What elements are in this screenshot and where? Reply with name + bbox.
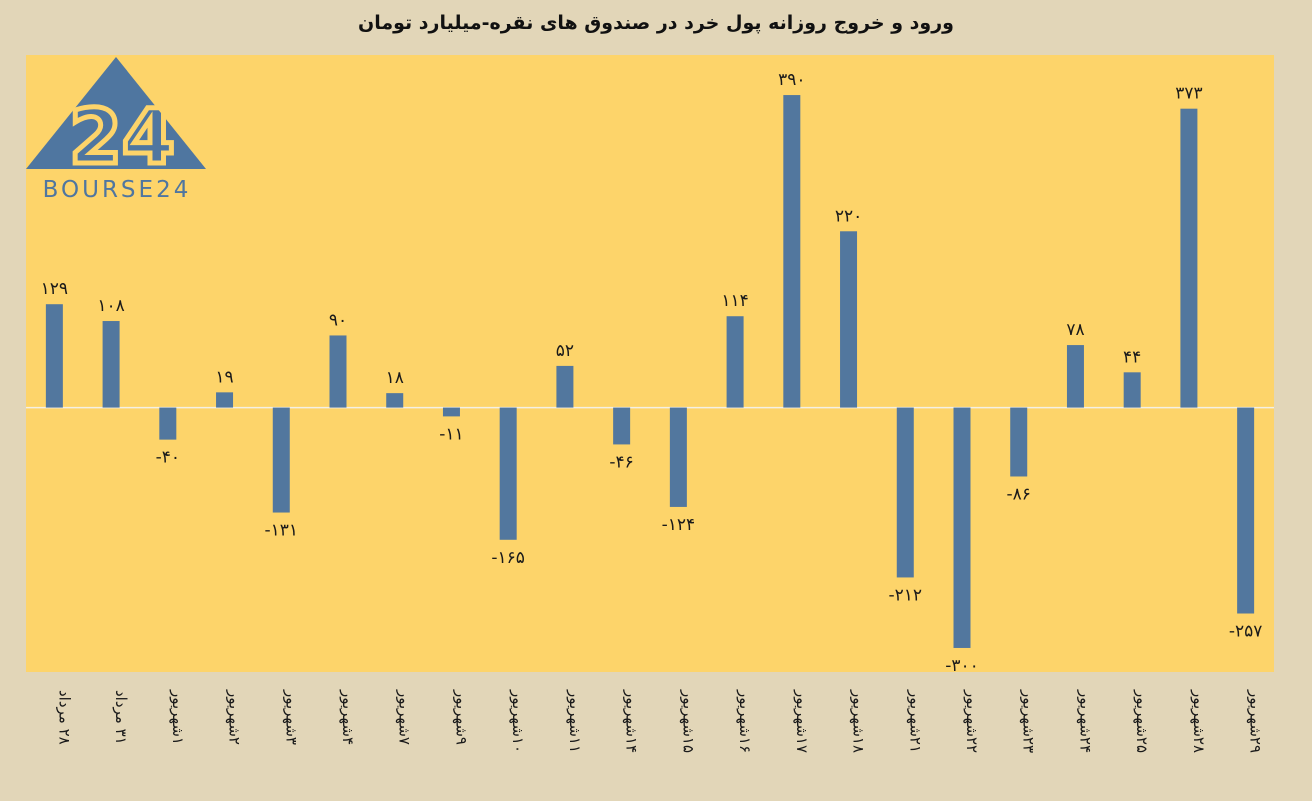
data-label: -۲۵۷ [1229,622,1263,642]
data-label: ۴۴ [1123,347,1141,367]
x-tick-label: ۲۵شهریور [1133,689,1151,753]
data-label: ۲۲۰ [835,206,862,226]
data-label: -۴۶ [609,452,633,472]
x-tick-label: ۳شهریور [282,689,300,745]
plot-area: ۱۲۹ ۱۰۸ -۴۰ ۱۹ -۱۳۱ ۹۰ ۱۸ -۱۱ -۱۶۵ ۵۲ -۴۶ -۱۲۴ ۱۱۴ ۳۹… [26,55,1274,672]
data-label: ۹۰ [329,310,347,330]
x-tick-label: ۲شهریور [226,689,244,745]
data-label: ۱۰۸ [97,296,124,316]
logo-text: BOURSE24 [43,177,192,203]
data-label: -۳۰۰ [945,656,979,672]
bar-chart: ۱۲۹ ۱۰۸ -۴۰ ۱۹ -۱۳۱ ۹۰ ۱۸ -۱۱ -۱۶۵ ۵۲ -۴۶ -۱۲۴ ۱۱۴ ۳۹… [26,70,1274,672]
data-label: -۱۱ [439,424,463,444]
x-tick-label: ۱۵شهریور [679,689,697,753]
bar [272,407,290,513]
bar [386,393,404,408]
data-label: -۱۲۴ [662,515,696,535]
bar [613,407,631,445]
bar [159,407,177,440]
data-label: -۲۱۲ [889,585,923,605]
x-tick-label: ۲۲شهریور [963,689,981,753]
x-tick-label: ۲۸ مرداد [55,690,73,745]
x-tick-label: ۱۰شهریور [509,689,527,753]
x-tick-label: ۱۷شهریور [793,689,811,753]
chart-title: ورود و خروج روزانه پول خرد در صندوق های … [358,12,954,34]
bourse24-logo: 24 BOURSE24 [26,57,206,203]
bar [1010,407,1028,477]
x-tick-label: ۳۱ مرداد [112,690,130,745]
x-tick-label: ۷شهریور [396,689,414,745]
bar [102,321,120,408]
logo-mark: 24 [69,92,175,181]
x-tick-label: ۲۹شهریور [1247,689,1265,753]
x-tick-label: ۲۳شهریور [1020,689,1038,753]
bar [45,304,63,408]
data-label: ۳۷۳ [1175,84,1202,104]
bar [840,231,858,408]
data-label: -۴۰ [156,448,180,468]
x-tick-label: ۲۱شهریور [906,689,924,753]
bar [669,407,687,507]
bar [896,407,914,578]
data-label: ۱۱۴ [721,291,748,311]
data-label: ۵۲ [556,341,574,361]
bar [329,335,347,408]
x-tick-label: ۲۸شهریور [1190,689,1208,753]
bar [216,392,234,408]
bar [726,316,744,408]
logo-triangle-icon [26,57,206,169]
x-tick-label: ۱۱شهریور [566,689,584,753]
x-tick-label: ۱شهریور [169,689,187,745]
bar [1237,407,1255,614]
bar [1066,345,1084,408]
x-tick-label: ۱۸شهریور [850,689,868,753]
x-tick-label: ۴شهریور [339,689,357,745]
x-tick-label: ۲۴شهریور [1076,689,1094,753]
bar [442,407,460,417]
data-label: -۱۳۱ [265,521,299,541]
x-axis: ۲۸ مرداد ۳۱ مرداد ۱شهریور ۲شهریور ۳شهریور ۴شه… [55,689,1265,753]
data-label: ۱۸ [386,368,404,388]
data-label: ۱۲۹ [41,279,68,299]
bar [1123,372,1141,408]
data-label: ۷۸ [1066,320,1084,340]
bar [783,95,801,408]
bar [499,407,517,540]
data-label: ۱۹ [215,367,233,387]
bar [556,365,574,408]
x-tick-label: ۱۶شهریور [736,689,754,753]
x-tick-label: ۱۴شهریور [623,689,641,753]
data-label: -۸۶ [1007,484,1031,504]
data-label: ۳۹۰ [778,70,805,90]
bar [1180,108,1198,408]
bar [953,407,971,648]
x-tick-label: ۹شهریور [452,689,470,745]
data-label: -۱۶۵ [491,548,525,568]
